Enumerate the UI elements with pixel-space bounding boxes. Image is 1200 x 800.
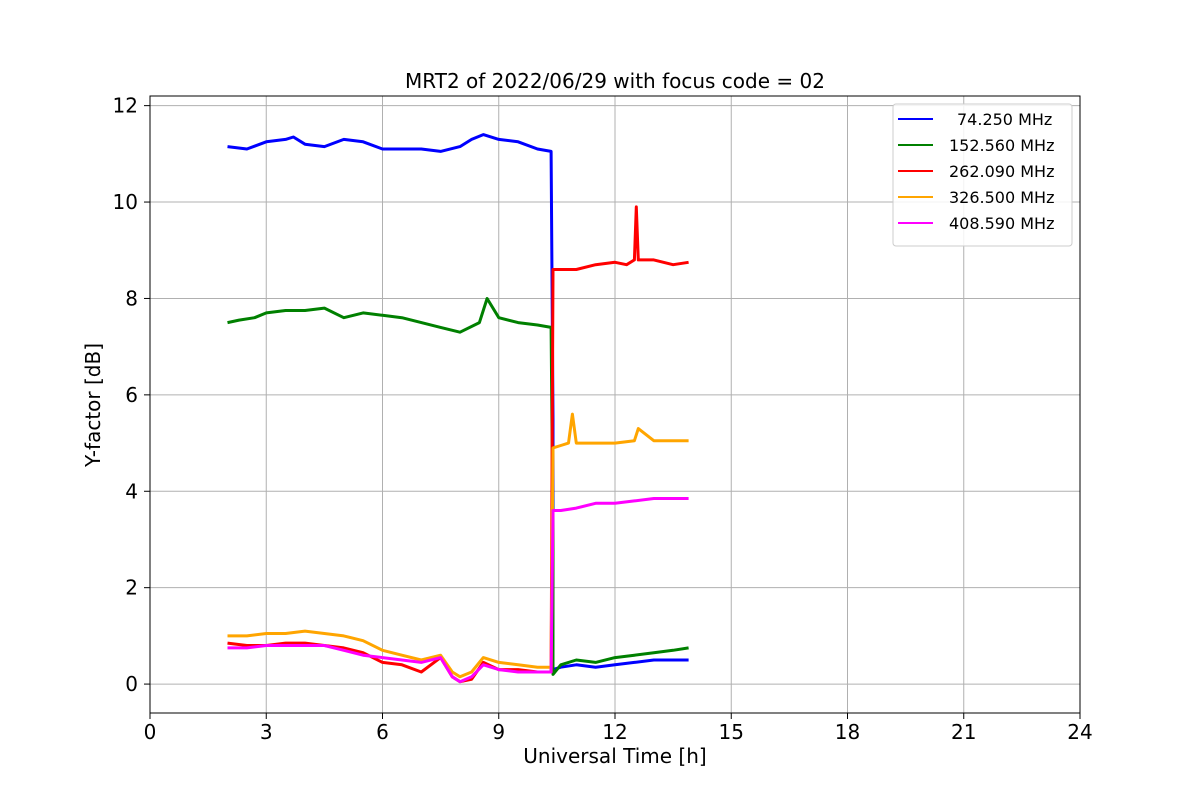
y-axis: 0 2 4 6 8 10 12 xyxy=(113,94,150,696)
x-tick-label: 3 xyxy=(260,720,273,744)
x-axis: 0 3 6 9 12 15 18 21 24 xyxy=(144,713,1093,744)
series-line-0 xyxy=(227,133,689,672)
series-line-3 xyxy=(227,412,689,679)
grid xyxy=(149,96,1081,713)
x-tick-label: 6 xyxy=(376,720,389,744)
x-tick-label: 9 xyxy=(492,720,505,744)
x-axis-label: Universal Time [h] xyxy=(523,744,706,768)
y-tick-label: 12 xyxy=(113,94,138,118)
x-tick-label: 18 xyxy=(835,720,860,744)
y-tick-label: 6 xyxy=(125,383,138,407)
legend-label: 152.560 MHz xyxy=(949,136,1054,155)
x-tick-label: 15 xyxy=(719,720,744,744)
y-axis-label: Y-factor [dB] xyxy=(81,343,105,468)
series-line-1 xyxy=(227,297,689,676)
y-tick-label: 4 xyxy=(125,479,138,503)
y-tick-label: 2 xyxy=(125,576,138,600)
y-tick-label: 10 xyxy=(113,190,138,214)
legend-label: 408.590 MHz xyxy=(949,214,1054,233)
series-layer xyxy=(227,133,689,684)
x-tick-label: 12 xyxy=(602,720,627,744)
x-tick-label: 21 xyxy=(951,720,976,744)
x-tick-label: 0 xyxy=(144,720,157,744)
legend-label: 262.090 MHz xyxy=(949,162,1054,181)
chart-title: MRT2 of 2022/06/29 with focus code = 02 xyxy=(405,69,825,93)
legend-frame xyxy=(892,103,1073,247)
legend-label: 74.250 MHz xyxy=(949,110,1052,129)
y-tick-label: 0 xyxy=(125,672,138,696)
x-tick-label: 24 xyxy=(1067,720,1092,744)
y-tick-label: 8 xyxy=(125,286,138,310)
legend-label: 326.500 MHz xyxy=(949,188,1054,207)
series-line-2 xyxy=(227,205,689,684)
legend: 74.250 MHz 152.560 MHz 262.090 MHz 326.500 … xyxy=(892,103,1073,247)
series-line-4 xyxy=(227,497,689,684)
